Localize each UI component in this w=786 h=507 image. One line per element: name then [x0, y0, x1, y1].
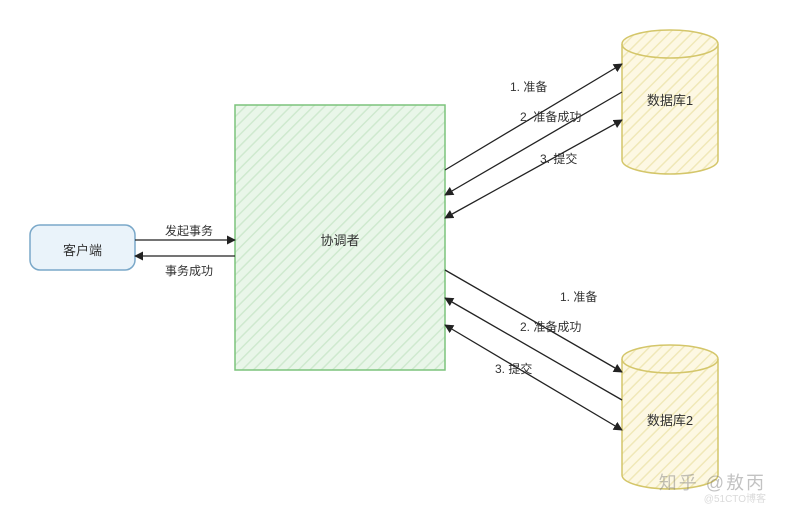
lbl-db2-commit: 3. 提交 — [495, 360, 532, 377]
lbl-client-to-coord: 发起事务 — [165, 222, 213, 239]
lbl-coord-to-client: 事务成功 — [165, 262, 213, 279]
edge-db2-commit — [445, 325, 622, 430]
db2-label: 数据库2 — [622, 410, 718, 429]
lbl-db2-prepare: 1. 准备 — [560, 288, 597, 305]
lbl-db1-prepare: 1. 准备 — [510, 78, 547, 95]
db1-label: 数据库1 — [622, 90, 718, 109]
lbl-db1-prepare-ok: 2. 准备成功 — [520, 108, 581, 125]
coordinator-label: 协调者 — [235, 230, 445, 249]
lbl-db1-commit: 3. 提交 — [540, 150, 577, 167]
edge-db1-commit — [445, 120, 622, 218]
client-label: 客户端 — [30, 240, 135, 259]
edge-db2-prepare-ok — [445, 298, 622, 400]
lbl-db2-prepare-ok: 2. 准备成功 — [520, 318, 581, 335]
